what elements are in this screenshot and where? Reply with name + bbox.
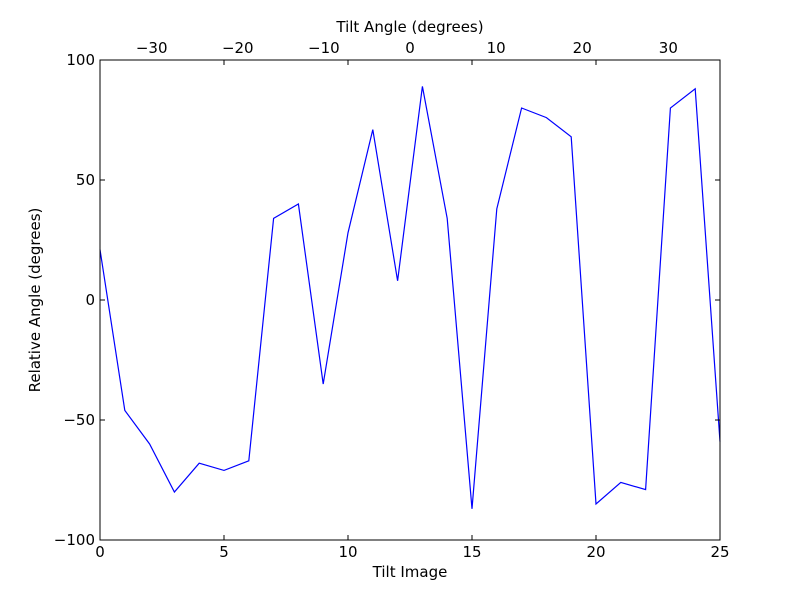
y-tick-label: 100 (66, 51, 95, 69)
plot-frame (99, 59, 721, 541)
x-tick-label: 10 (338, 543, 357, 561)
top-x-tick-label: 20 (573, 39, 592, 57)
top-x-tick-label: −20 (222, 39, 254, 57)
y-tick-label: −100 (54, 531, 95, 549)
top-x-axis-label: Tilt Angle (degrees) (335, 18, 483, 36)
x-tick-label: 25 (710, 543, 729, 561)
top-x-tick-label: 30 (659, 39, 678, 57)
plot-background (100, 60, 720, 540)
y-axis-label: Relative Angle (degrees) (26, 208, 44, 393)
top-x-tick-label: 10 (487, 39, 506, 57)
y-tick-label: 0 (85, 291, 95, 309)
x-axis-label: Tilt Image (372, 563, 448, 581)
top-x-tick-label: 0 (405, 39, 415, 57)
x-tick-label: 5 (219, 543, 229, 561)
x-tick-label: 20 (586, 543, 605, 561)
top-x-tick-label: −10 (308, 39, 340, 57)
series-layer (99, 86, 721, 509)
x-tick-label: 15 (462, 543, 481, 561)
y-tick-label: 50 (76, 171, 95, 189)
x-tick-label: 0 (95, 543, 105, 561)
top-x-tick-label: −30 (136, 39, 168, 57)
y-tick-label: −50 (63, 411, 95, 429)
series-line-0 (99, 86, 721, 509)
